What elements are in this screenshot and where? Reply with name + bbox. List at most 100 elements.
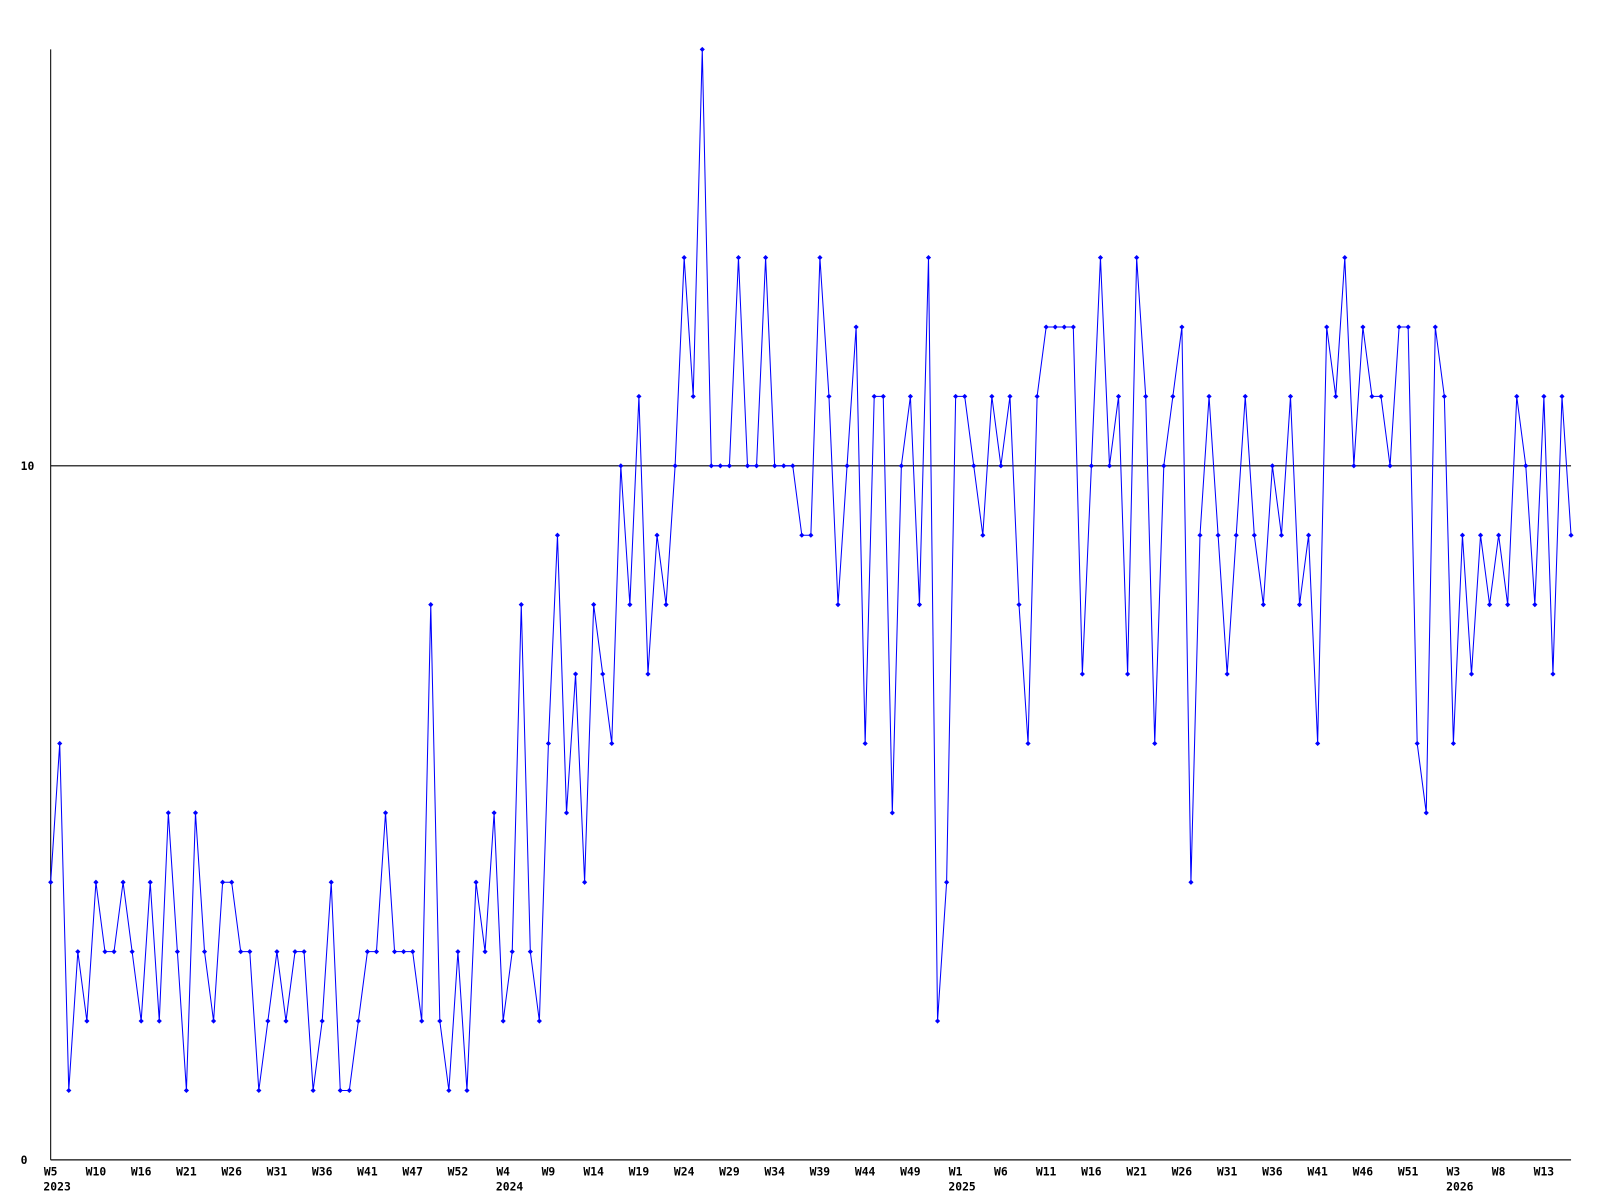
point-marker	[419, 1018, 425, 1024]
point-marker	[93, 879, 99, 885]
x-year-label: 2026	[1446, 1180, 1474, 1194]
point-marker	[609, 740, 615, 747]
point-marker	[1251, 532, 1257, 538]
point-marker	[663, 602, 669, 608]
point-marker	[944, 879, 950, 885]
point-marker	[980, 532, 986, 538]
point-marker	[1514, 393, 1520, 399]
point-marker	[1306, 532, 1312, 538]
point-marker	[717, 463, 723, 469]
x-tick-label: W19	[629, 1164, 650, 1178]
point-marker	[862, 740, 868, 747]
point-marker	[1025, 740, 1031, 747]
point-marker	[744, 463, 751, 469]
point-marker	[554, 532, 561, 538]
point-marker	[201, 949, 208, 955]
point-marker	[1125, 671, 1131, 677]
point-marker	[563, 810, 570, 816]
point-marker	[238, 949, 244, 955]
point-marker	[907, 393, 913, 399]
point-marker	[364, 949, 371, 955]
point-marker	[319, 1018, 325, 1024]
point-marker	[545, 740, 552, 747]
point-marker	[437, 1018, 443, 1024]
x-tick-label: W1	[949, 1164, 963, 1178]
point-marker	[636, 393, 642, 399]
point-marker	[1106, 463, 1113, 469]
x-tick-label: W13	[1534, 1164, 1555, 1178]
point-marker	[120, 879, 126, 885]
point-marker	[1505, 602, 1511, 608]
point-marker	[645, 671, 651, 677]
point-marker	[1188, 879, 1194, 885]
point-marker	[1333, 393, 1339, 399]
point-marker	[1477, 532, 1484, 538]
point-marker	[962, 393, 968, 399]
point-marker	[1450, 740, 1456, 747]
point-marker	[572, 671, 579, 677]
point-marker	[1315, 740, 1321, 747]
point-marker	[328, 879, 334, 885]
point-marker	[229, 879, 235, 885]
point-marker	[1179, 324, 1185, 330]
point-marker	[627, 602, 633, 608]
point-marker	[763, 255, 769, 261]
point-marker	[1088, 463, 1094, 469]
point-marker	[934, 1018, 941, 1024]
point-marker	[1043, 324, 1049, 330]
point-marker	[790, 463, 796, 469]
x-tick-label: W26	[1172, 1164, 1193, 1178]
x-tick-label: W34	[764, 1164, 785, 1178]
point-marker	[916, 602, 923, 608]
point-marker	[1287, 393, 1294, 399]
point-marker	[274, 949, 280, 955]
x-tick-label: W10	[86, 1164, 107, 1178]
point-marker	[111, 949, 117, 955]
point-marker	[455, 949, 461, 955]
x-tick-label: W51	[1398, 1164, 1419, 1178]
x-tick-label: W6	[994, 1164, 1008, 1178]
x-tick-label: W11	[1036, 1164, 1057, 1178]
x-tick-label: W9	[542, 1164, 556, 1178]
x-tick-label: W31	[1217, 1164, 1238, 1178]
point-marker	[690, 393, 696, 399]
point-marker	[1541, 393, 1547, 399]
point-marker	[265, 1018, 271, 1024]
point-marker	[753, 463, 760, 469]
point-marker	[536, 1018, 542, 1024]
point-marker	[500, 1018, 506, 1024]
point-marker	[401, 949, 407, 955]
point-marker	[1197, 532, 1203, 538]
x-tick-label: W26	[221, 1164, 242, 1178]
point-marker	[1441, 393, 1447, 399]
point-marker	[1170, 393, 1176, 399]
point-marker	[1224, 671, 1230, 677]
point-marker	[1405, 324, 1411, 330]
point-marker	[1115, 393, 1122, 399]
point-marker	[699, 46, 705, 52]
x-tick-label: W16	[131, 1164, 152, 1178]
point-marker	[1324, 324, 1330, 330]
x-tick-label: W31	[267, 1164, 288, 1178]
point-marker	[1233, 532, 1239, 538]
point-marker	[618, 463, 624, 469]
point-marker	[844, 463, 850, 469]
point-marker	[989, 393, 995, 399]
x-tick-label: W21	[176, 1164, 197, 1178]
x-tick-label: W24	[674, 1164, 695, 1178]
x-tick-label: W52	[448, 1164, 469, 1178]
point-marker	[726, 463, 732, 469]
point-marker	[582, 879, 588, 885]
y-tick-label: 10	[21, 459, 35, 473]
point-marker	[1296, 602, 1303, 608]
point-marker	[1369, 393, 1375, 399]
x-tick-label: W21	[1126, 1164, 1147, 1178]
point-marker	[292, 949, 298, 955]
point-marker	[283, 1018, 289, 1024]
point-marker	[1468, 671, 1475, 677]
point-marker	[871, 393, 877, 399]
x-tick-label: W16	[1081, 1164, 1102, 1178]
x-tick-label: W36	[312, 1164, 333, 1178]
point-marker	[183, 1087, 190, 1094]
point-marker	[138, 1018, 144, 1024]
